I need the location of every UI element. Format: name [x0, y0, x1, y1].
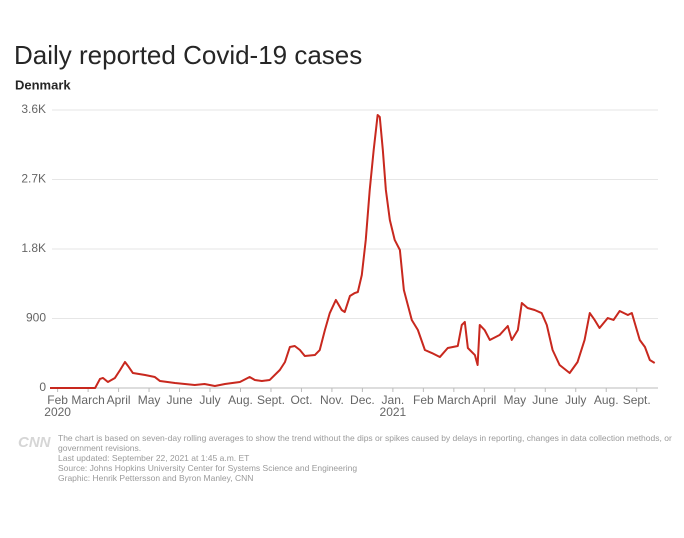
x-tick-label: Nov. — [320, 393, 344, 407]
x-tick-label: July — [199, 393, 220, 407]
x-tick-label: Sept. — [623, 393, 651, 407]
chart-subtitle: Denmark — [15, 77, 71, 92]
y-tick-label: 900 — [26, 311, 46, 325]
x-tick-label: Dec. — [350, 393, 375, 407]
x-tick-label: April — [472, 393, 496, 407]
updated: Last updated: September 22, 2021 at 1:45… — [58, 453, 250, 463]
notes: The chart is based on seven-day rolling … — [58, 433, 678, 483]
x-tick-label: June — [532, 393, 558, 407]
source: Source: Johns Hopkins University Center … — [58, 463, 358, 473]
x-tick-label: Feb — [413, 393, 434, 407]
note: The chart is based on seven-day rolling … — [58, 433, 672, 453]
x-tick-label: May — [138, 393, 161, 407]
x-tick-label: Sept. — [257, 393, 285, 407]
y-tick-label: 0 — [39, 380, 46, 394]
x-tick-label: May — [503, 393, 526, 407]
y-tick-label: 2.7K — [21, 172, 46, 186]
x-tick-label: March — [437, 393, 470, 407]
x-tick-label: June — [167, 393, 193, 407]
x-tick-label: April — [107, 393, 131, 407]
y-tick-label: 3.6K — [21, 102, 46, 116]
x-tick-label: Aug. — [228, 393, 253, 407]
x-tick-label: Oct. — [290, 393, 312, 407]
year-label: 2021 — [380, 405, 407, 419]
credit: Graphic: Henrik Pettersson and Byron Man… — [58, 473, 254, 483]
x-tick-label: March — [71, 393, 104, 407]
chart-title: Daily reported Covid-19 cases — [14, 40, 362, 70]
x-tick-label: Aug. — [594, 393, 619, 407]
logo: CNN — [18, 434, 52, 451]
x-tick-label: Jan. — [382, 393, 405, 407]
year-label: 2020 — [44, 405, 71, 419]
x-tick-label: Feb — [47, 393, 68, 407]
y-tick-label: 1.8K — [21, 241, 46, 255]
data-line — [50, 114, 656, 389]
x-tick-label: July — [565, 393, 586, 407]
